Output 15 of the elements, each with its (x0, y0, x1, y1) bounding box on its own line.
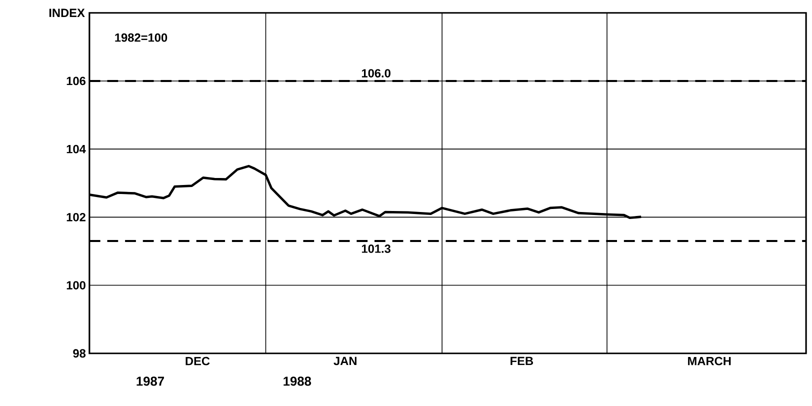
y-tick-label: 104 (66, 144, 86, 154)
annotation: 1982=100 (115, 33, 168, 42)
x-tick-label: FEB (510, 356, 534, 366)
x-tick-label: DEC (186, 356, 210, 366)
text: 1988 (284, 376, 312, 386)
y-tick-label: 98 (73, 349, 86, 358)
y-axis-title: INDEX (49, 8, 85, 18)
y-tick-label: 100 (66, 281, 86, 290)
text: 1987 (136, 376, 164, 386)
x-tick-label: MARCH (688, 356, 731, 366)
y-tick-label: 106 (66, 76, 86, 86)
y-tick-label: 102 (66, 213, 86, 222)
x-tick-label: JAN (334, 356, 356, 366)
ref-line-label: 101.3 (362, 244, 391, 254)
ref-line-label: 106.0 (362, 69, 390, 78)
